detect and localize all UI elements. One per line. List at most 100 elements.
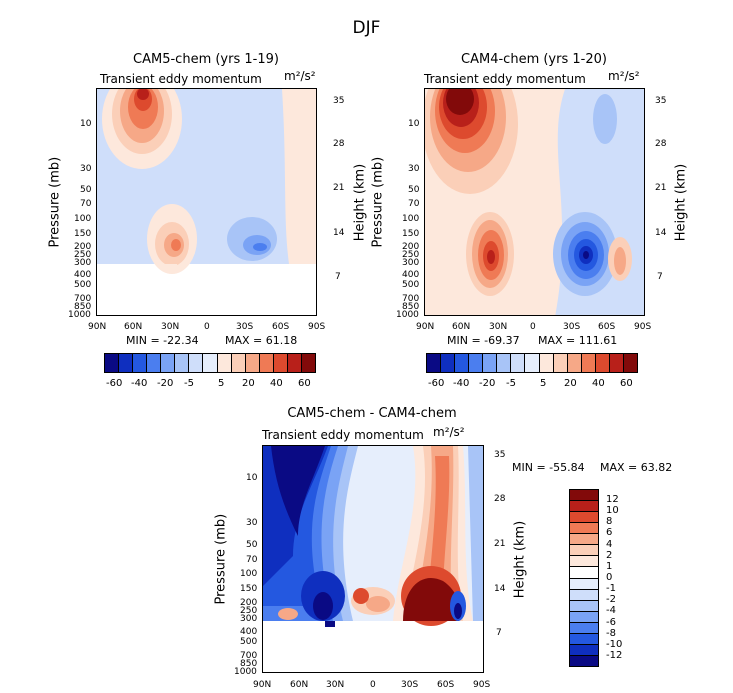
panel3-cb-label: 10	[606, 505, 619, 516]
cb-swatch	[623, 354, 637, 372]
cb-swatch	[217, 354, 232, 372]
cb-swatch	[203, 354, 218, 372]
panel2-xtick: 30S	[563, 322, 581, 332]
panel2-pos-b5	[487, 250, 495, 264]
cb-swatch	[175, 354, 190, 372]
panel3-ytick: 10	[246, 473, 258, 483]
panel2-pos-r2	[614, 247, 626, 275]
panel1-units: m²/s²	[284, 69, 316, 83]
panel1-ytick: 500	[74, 280, 92, 290]
panel2-ytick: 500	[402, 280, 420, 290]
cb-swatch	[570, 611, 598, 623]
panel1-y2tick: 14	[333, 228, 345, 238]
cb-swatch	[539, 354, 554, 372]
panel1-ytick: 400	[74, 270, 92, 280]
panel2-xtick: 90N	[416, 322, 435, 332]
panel1-y2tick: 28	[333, 139, 345, 149]
cb-swatch	[581, 354, 596, 372]
panel1-neg-cell-3	[253, 243, 267, 251]
panel2-y2label: Height (km)	[673, 163, 689, 242]
panel1-ytick: 50	[80, 185, 92, 195]
panel3-neg-l6	[271, 446, 325, 536]
panel3-cb-label: 0	[606, 572, 613, 583]
panel2-ytick: 850	[402, 302, 420, 312]
panel3-ytick: 850	[240, 659, 258, 669]
panel1-pos-cell-6	[137, 89, 149, 100]
cb-swatch	[119, 354, 134, 372]
cb-swatch	[570, 633, 598, 645]
panel3-neg-notch	[325, 621, 335, 627]
panel3-min: MIN = -55.84	[512, 461, 585, 474]
panel2-xtick: 60S	[598, 322, 616, 332]
panel1-mask-notch	[165, 264, 177, 272]
cb-swatch	[570, 556, 598, 568]
panel1-pos-cell-b4	[171, 239, 181, 251]
panel1-cb-label: 60	[298, 378, 311, 389]
panel3-colorbar	[569, 489, 599, 667]
cb-swatch	[570, 534, 598, 546]
panel3-ytick: 1000	[234, 667, 257, 677]
panel1-y2tick: 35	[333, 96, 345, 106]
cb-swatch	[259, 354, 274, 372]
panel1-ylabel: Pressure (mb)	[47, 156, 63, 248]
panel1-cb-label: 20	[242, 378, 255, 389]
cb-swatch	[245, 354, 260, 372]
page-title: DJF	[352, 18, 381, 38]
panel2-ytick: 50	[408, 185, 420, 195]
panel2-y2tick: 21	[655, 183, 667, 193]
cb-swatch	[287, 354, 302, 372]
panel2-max: MAX = 111.61	[538, 334, 618, 347]
panel3-cb-label: 6	[606, 527, 613, 538]
panel1-cb-label: -40	[131, 378, 148, 389]
panel2-xtick: 0	[530, 322, 536, 332]
panel1-ytick: 1000	[68, 310, 91, 320]
cb-swatch	[570, 644, 598, 656]
panel2-cb-label: -5	[506, 378, 516, 389]
panel1-field	[97, 89, 316, 315]
panel2-field	[425, 89, 644, 315]
panel1-xtick: 90N	[88, 322, 107, 332]
panel3-ytick: 400	[240, 627, 258, 637]
panel3-xtick: 30S	[401, 680, 419, 690]
panel3-max: MAX = 63.82	[600, 461, 673, 474]
panel3-ytick: 150	[240, 584, 258, 594]
panel3-ylabel: Pressure (mb)	[213, 513, 229, 605]
cb-swatch	[273, 354, 288, 372]
cb-swatch	[570, 589, 598, 601]
panel2-ytick: 100	[402, 214, 420, 224]
cb-swatch	[570, 512, 598, 524]
panel1-xtick: 90S	[308, 322, 326, 332]
panel3-ytick: 250	[240, 606, 258, 616]
panel2-ytick: 10	[408, 119, 420, 129]
panel3-neg-l8	[313, 592, 333, 620]
panel1-ytick: 150	[74, 229, 92, 239]
cb-swatch	[231, 354, 246, 372]
panel3-ytick: 500	[240, 637, 258, 647]
panel2-y2tick: 35	[655, 96, 667, 106]
cb-swatch	[161, 354, 176, 372]
panel3-cb-label: -10	[606, 639, 623, 650]
panel1-ytick: 300	[74, 258, 92, 268]
panel1-y2tick: 21	[333, 183, 345, 193]
panel2-xtick: 60N	[452, 322, 471, 332]
cb-swatch	[455, 354, 470, 372]
panel2-ytick: 700	[402, 294, 420, 304]
cb-swatch	[553, 354, 568, 372]
panel3-y2tick: 35	[494, 450, 506, 460]
panel3-y2tick: 7	[496, 628, 502, 638]
panel2-ytick: 150	[402, 229, 420, 239]
panel2-neg-top	[593, 94, 617, 144]
cb-swatch	[147, 354, 162, 372]
panel3-units: m²/s²	[433, 425, 465, 439]
panel1-subtitle: Transient eddy momentum	[100, 72, 262, 86]
panel1-xtick: 0	[204, 322, 210, 332]
panel2-y2tick: 14	[655, 228, 667, 238]
panel2-y2tick: 7	[657, 272, 663, 282]
panel3-xtick: 0	[370, 680, 376, 690]
cb-swatch	[570, 655, 598, 666]
panel2-ytick: 300	[402, 258, 420, 268]
cb-swatch	[511, 354, 526, 372]
panel3-xtick: 60S	[437, 680, 455, 690]
panel3-cb-label: 12	[606, 494, 619, 505]
cb-swatch	[570, 567, 598, 579]
